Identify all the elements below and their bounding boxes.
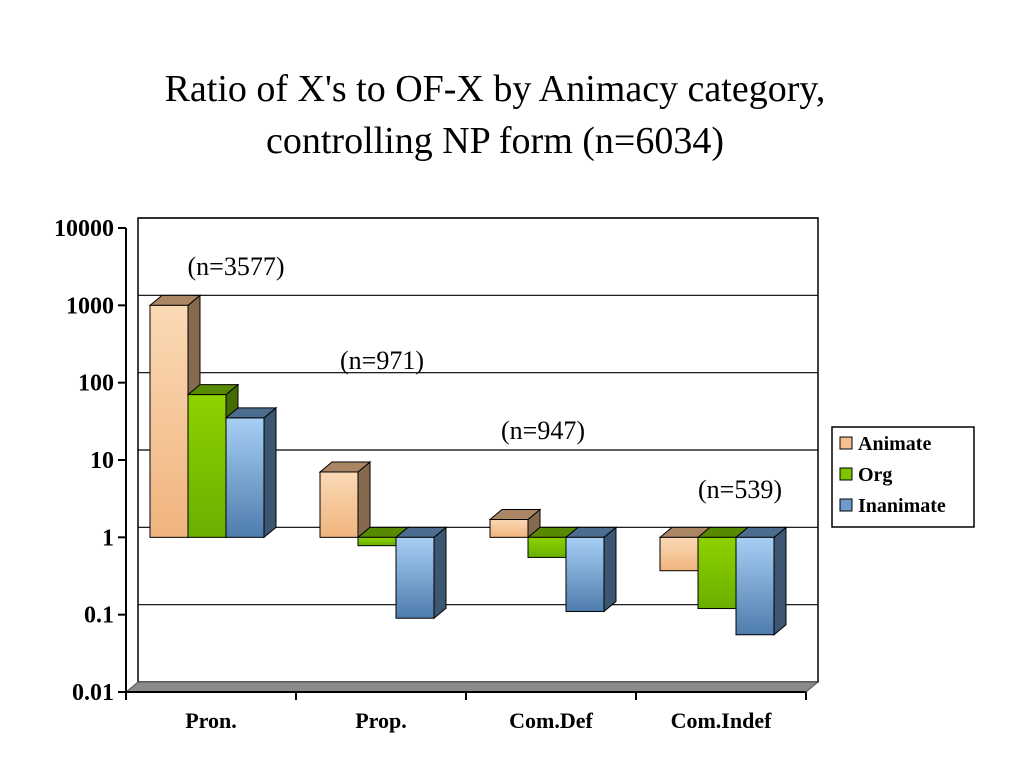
axes (118, 227, 807, 700)
floor-plane (124, 681, 820, 693)
y-tick-label: 10 (90, 448, 114, 474)
bar-front-face (659, 536, 699, 572)
legend-entry-label: Animate (858, 433, 931, 455)
y-tick-label: 1 (102, 525, 114, 551)
bar-front-face (527, 536, 567, 558)
bar-comdef-inanimate (564, 526, 618, 613)
bar-front-face (187, 394, 227, 538)
y-tick-label: 0.01 (72, 680, 114, 706)
chart-title-line-1: Ratio of X's to OF-X by Animacy category… (164, 68, 826, 110)
bar-pron-inanimate (224, 406, 278, 539)
bar-side-face (357, 460, 371, 539)
x-category-label: Prop. (355, 708, 407, 733)
bar-side-face (773, 526, 787, 636)
y-tick-label: 100 (78, 371, 114, 397)
category-count-annotation: (n=947) (501, 416, 585, 445)
category-count-annotation: (n=539) (698, 475, 782, 504)
bar-front-face (735, 536, 775, 636)
bar-side-face (263, 406, 277, 539)
bar-prop-inanimate (394, 526, 448, 620)
bar-front-face (697, 536, 737, 610)
bar-comindef-inanimate (734, 526, 788, 636)
chart-title-line-2: controlling NP form (n=6034) (265, 120, 725, 162)
bar-front-face (565, 536, 605, 612)
bar-side-face (433, 526, 447, 620)
legend-box (831, 426, 975, 528)
legend-swatch (839, 467, 853, 481)
x-category-label: Com.Indef (671, 708, 773, 733)
legend-entry-label: Org (858, 464, 892, 486)
x-category-label: Com.Def (509, 708, 593, 733)
bar-front-face (319, 471, 359, 538)
axis-labels: 0.01 0.1 1 10 100 1000 10000 Pron. Prop. Com.Def C… (54, 216, 782, 733)
y-tick-label: 1000 (66, 293, 114, 319)
bar-front-face (357, 536, 397, 547)
legend-swatch (839, 498, 853, 512)
bar-prop-animate (318, 460, 372, 539)
plot-floor (124, 681, 820, 693)
x-category-label: Pron. (185, 708, 237, 733)
legend: Animate Org Inanimate (831, 426, 975, 528)
bar-front-face (395, 536, 435, 619)
y-tick-label: 0.1 (84, 603, 114, 629)
bar-side-face (603, 526, 617, 613)
bar-front-face (225, 417, 265, 538)
bar-front-face (489, 519, 529, 538)
y-tick-label: 10000 (54, 216, 114, 242)
category-count-annotation: (n=3577) (188, 252, 285, 281)
category-count-annotation: (n=971) (340, 346, 424, 375)
legend-entry-label: Inanimate (858, 495, 946, 517)
bars (148, 294, 788, 636)
legend-swatch (839, 436, 853, 450)
bar-front-face (149, 304, 189, 538)
